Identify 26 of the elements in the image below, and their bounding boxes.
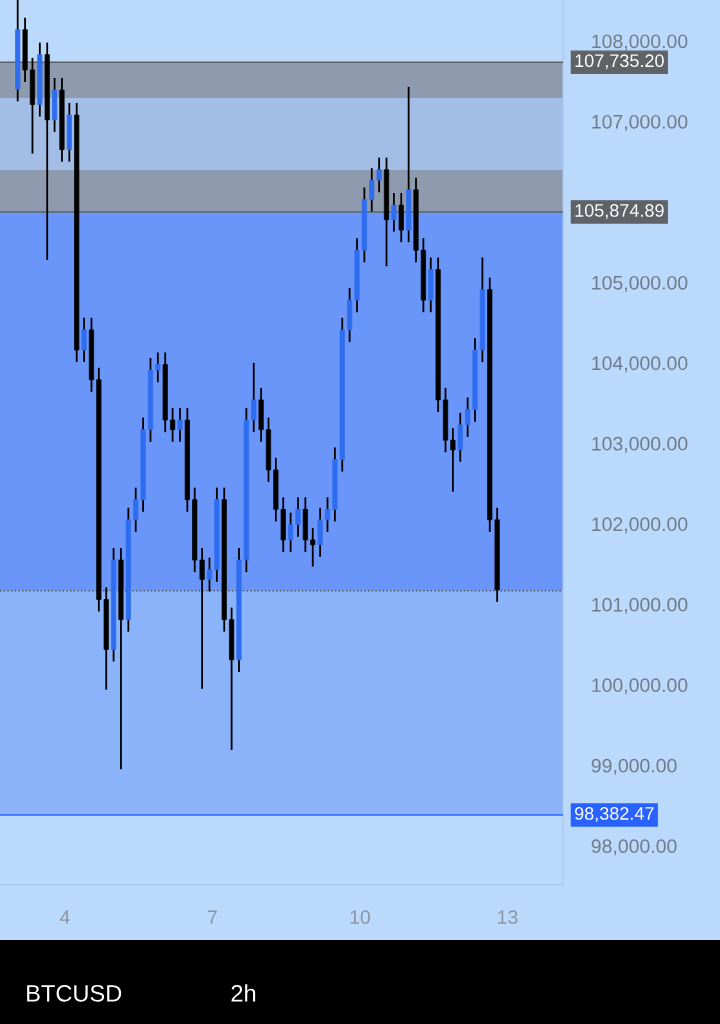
x-tick-label: 7 bbox=[208, 910, 217, 924]
candlestick bbox=[170, 407, 176, 443]
y-tick-label: 100,000.00 bbox=[592, 678, 688, 695]
ref-line-label: 98,382.47 bbox=[575, 807, 654, 822]
x-tick-label: 4 bbox=[59, 910, 70, 924]
y-tick-label: 99,000.00 bbox=[591, 758, 677, 775]
y-tick-label: 103,000.00 bbox=[592, 436, 688, 453]
text: BTCUSD bbox=[27, 984, 122, 1002]
x-tick-label: 13 bbox=[498, 910, 518, 925]
ref-line-label: 107,735.20 bbox=[575, 54, 664, 70]
text: 2h bbox=[231, 984, 256, 1002]
y-tick-label: 98,000.00 bbox=[591, 839, 677, 856]
candlestick bbox=[295, 496, 301, 538]
x-tick-label: 10 bbox=[350, 910, 371, 925]
y-tick-label: 102,000.00 bbox=[592, 517, 688, 534]
y-tick-label: 104,000.00 bbox=[592, 356, 688, 373]
candlestick bbox=[450, 427, 456, 493]
candlestick bbox=[206, 556, 213, 593]
candlestick bbox=[288, 511, 294, 553]
candlestick bbox=[310, 526, 316, 568]
candlestick bbox=[324, 496, 331, 533]
ref-line-label: 105,874.89 bbox=[575, 204, 664, 219]
y-tick-label: 108,000.00 bbox=[592, 34, 688, 51]
y-tick-label: 105,000.00 bbox=[592, 275, 688, 292]
y-tick-label: 107,000.00 bbox=[592, 114, 688, 131]
y-tick-label: 101,000.00 bbox=[592, 597, 688, 614]
